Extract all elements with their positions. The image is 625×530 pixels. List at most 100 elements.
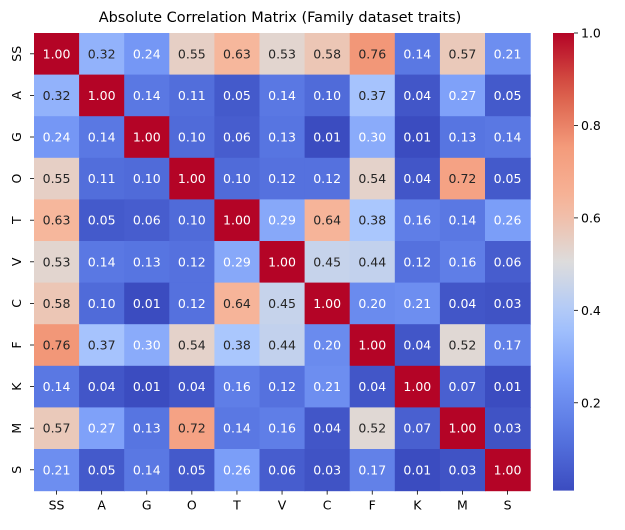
y-tick-label: S bbox=[9, 466, 24, 474]
colorbar-tick-label: 0.2 bbox=[581, 395, 601, 410]
heatmap-cell bbox=[304, 116, 351, 159]
cell-value-label: 1.00 bbox=[494, 462, 522, 477]
cell-value-label: 0.24 bbox=[43, 130, 71, 145]
heatmap-cell bbox=[259, 199, 306, 242]
heatmap-cell bbox=[259, 449, 306, 492]
cell-value-label: 0.03 bbox=[449, 462, 477, 477]
cell-value-label: 0.04 bbox=[358, 379, 386, 394]
y-tick-label: G bbox=[9, 132, 24, 142]
x-axis: SS A G O T V C F K M S bbox=[49, 490, 512, 513]
y-axis: SS A G O T V C F K M S bbox=[9, 46, 34, 474]
heatmap-cell bbox=[34, 365, 80, 408]
cell-value-label: 0.52 bbox=[449, 338, 477, 353]
heatmap-cell bbox=[439, 74, 486, 117]
heatmap-cell bbox=[214, 33, 261, 76]
cell-value-label: 0.17 bbox=[358, 462, 386, 477]
heatmap-cell bbox=[394, 33, 441, 76]
cell-value-label: 0.72 bbox=[449, 171, 477, 186]
cell-value-label: 0.53 bbox=[43, 254, 71, 269]
y-tick-label: O bbox=[9, 174, 24, 184]
cell-value-label: 0.44 bbox=[268, 338, 296, 353]
heatmap-cell bbox=[485, 74, 531, 117]
cell-value-label: 0.16 bbox=[268, 421, 296, 436]
x-tick-label: A bbox=[97, 498, 106, 513]
cell-value-label: 0.14 bbox=[88, 130, 116, 145]
heatmap-cell bbox=[485, 407, 531, 450]
cell-value-label: 0.06 bbox=[494, 254, 522, 269]
cell-value-label: 0.30 bbox=[133, 338, 161, 353]
colorbar-gradient bbox=[553, 33, 574, 491]
cell-value-label: 0.63 bbox=[43, 213, 71, 228]
cell-value-label: 0.16 bbox=[223, 379, 251, 394]
heatmap-cell bbox=[79, 241, 125, 284]
heatmap-cell bbox=[394, 74, 441, 117]
heatmap-cell bbox=[304, 365, 351, 408]
heatmap-cell bbox=[349, 365, 396, 408]
cell-value-label: 0.72 bbox=[178, 421, 206, 436]
cell-value-label: 0.37 bbox=[88, 338, 116, 353]
cell-value-label: 1.00 bbox=[313, 296, 341, 311]
cell-value-label: 0.07 bbox=[403, 421, 431, 436]
heatmap-cell bbox=[169, 449, 215, 492]
heatmap-cell bbox=[34, 199, 80, 242]
cell-value-label: 0.10 bbox=[88, 296, 116, 311]
cell-value-label: 0.12 bbox=[268, 171, 296, 186]
heatmap-cell bbox=[304, 199, 351, 242]
cell-value-label: 1.00 bbox=[43, 46, 71, 61]
cell-value-label: 0.55 bbox=[178, 46, 206, 61]
heatmap-cell bbox=[169, 33, 215, 76]
heatmap-cell bbox=[439, 33, 486, 76]
heatmap-cells bbox=[34, 33, 531, 492]
heatmap-cell bbox=[485, 241, 531, 284]
heatmap-cell bbox=[304, 241, 351, 284]
heatmap-cell bbox=[394, 241, 441, 284]
cell-value-label: 0.05 bbox=[223, 88, 251, 103]
cell-value-label: 0.55 bbox=[43, 171, 71, 186]
cell-value-label: 0.05 bbox=[494, 171, 522, 186]
cell-value-label: 0.11 bbox=[178, 88, 206, 103]
heatmap-cell bbox=[214, 407, 261, 450]
heatmap-cell bbox=[34, 157, 80, 200]
heatmap-cell bbox=[169, 365, 215, 408]
cell-value-label: 0.29 bbox=[223, 254, 251, 269]
heatmap-cell bbox=[34, 33, 80, 76]
cell-value-label: 0.14 bbox=[133, 88, 161, 103]
y-tick-label: M bbox=[9, 423, 24, 434]
cell-value-label: 0.12 bbox=[178, 296, 206, 311]
cell-value-label: 0.45 bbox=[313, 254, 341, 269]
heatmap-cell bbox=[485, 324, 531, 367]
heatmap-cell bbox=[394, 407, 441, 450]
cell-value-label: 0.20 bbox=[313, 338, 341, 353]
cell-value-label: 0.04 bbox=[449, 296, 477, 311]
heatmap-cell bbox=[304, 33, 351, 76]
cell-value-label: 0.54 bbox=[358, 171, 386, 186]
cell-value-label: 0.06 bbox=[133, 213, 161, 228]
heatmap-cell bbox=[124, 282, 170, 325]
heatmap-cell bbox=[394, 324, 441, 367]
heatmap-cell bbox=[485, 33, 531, 76]
cell-value-label: 0.24 bbox=[133, 46, 161, 61]
colorbar-tick-label: 0.8 bbox=[581, 118, 601, 133]
cell-value-label: 0.14 bbox=[449, 213, 477, 228]
heatmap-cell bbox=[169, 199, 215, 242]
cell-value-label: 0.44 bbox=[358, 254, 386, 269]
cell-value-label: 0.14 bbox=[133, 462, 161, 477]
heatmap-cell bbox=[349, 324, 396, 367]
heatmap-cell bbox=[214, 449, 261, 492]
heatmap-cell bbox=[34, 241, 80, 284]
cell-value-label: 0.06 bbox=[223, 130, 251, 145]
heatmap-cell bbox=[79, 324, 125, 367]
heatmap-cell bbox=[304, 74, 351, 117]
cell-value-label: 0.29 bbox=[268, 213, 296, 228]
cell-value-label: 0.01 bbox=[403, 130, 431, 145]
cell-value-label: 0.57 bbox=[449, 46, 477, 61]
heatmap-cell bbox=[439, 449, 486, 492]
cell-value-label: 0.12 bbox=[313, 171, 341, 186]
colorbar-tick-label: 1.0 bbox=[581, 26, 601, 41]
cell-value-label: 0.14 bbox=[403, 46, 431, 61]
cell-value-label: 0.32 bbox=[43, 88, 71, 103]
cell-value-label: 0.21 bbox=[494, 46, 522, 61]
x-tick-label: S bbox=[504, 498, 512, 513]
heatmap-cell bbox=[259, 324, 306, 367]
